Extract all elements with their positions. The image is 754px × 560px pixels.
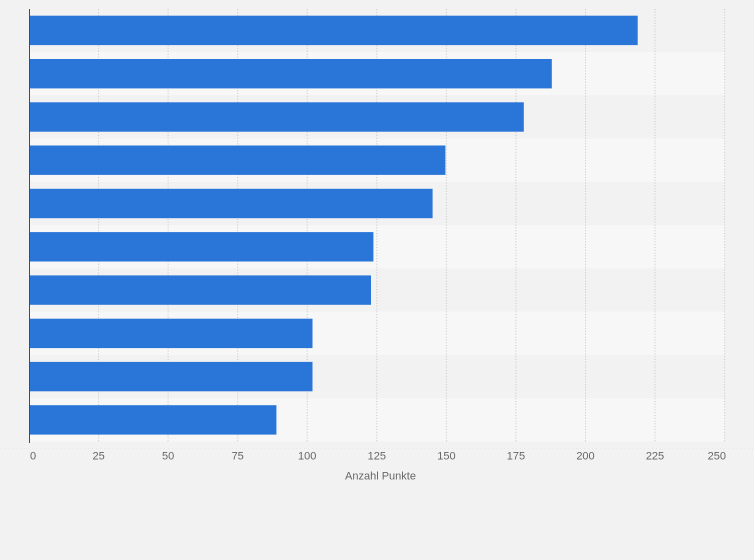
svg-text:Anzahl Punkte: Anzahl Punkte xyxy=(345,470,416,482)
svg-text:250: 250 xyxy=(708,451,726,463)
svg-text:125: 125 xyxy=(368,451,386,463)
svg-text:150: 150 xyxy=(437,451,455,463)
svg-text:25: 25 xyxy=(92,451,104,463)
svg-text:175: 175 xyxy=(507,451,525,463)
svg-text:200: 200 xyxy=(576,451,594,463)
svg-text:75: 75 xyxy=(232,451,244,463)
svg-text:0: 0 xyxy=(30,451,36,463)
svg-text:50: 50 xyxy=(162,451,174,463)
svg-text:225: 225 xyxy=(646,451,664,463)
svg-text:100: 100 xyxy=(298,451,316,463)
